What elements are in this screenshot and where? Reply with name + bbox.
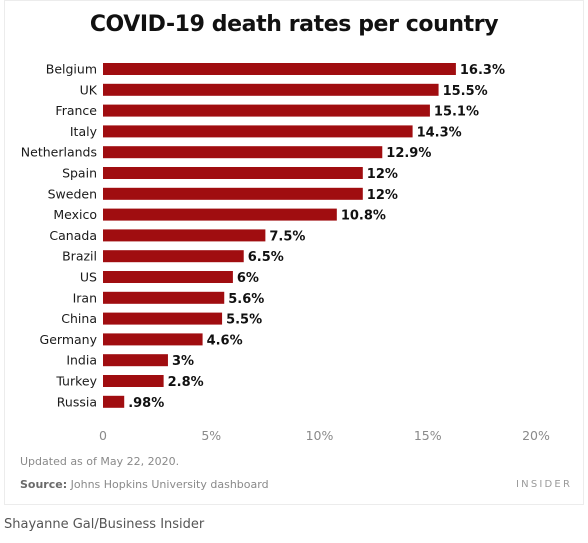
category-label: Italy: [70, 124, 98, 139]
value-label: 2.8%: [168, 375, 204, 390]
value-label: 12%: [367, 188, 398, 203]
bar: [103, 125, 413, 138]
category-label: UK: [80, 82, 98, 97]
x-tick-label: 5%: [201, 428, 221, 443]
value-label: 6%: [237, 271, 259, 286]
source-note: Source: Johns Hopkins University dashboa…: [20, 478, 269, 491]
source-label: Source:: [20, 478, 68, 491]
bar: [103, 146, 383, 159]
value-label: 12%: [367, 167, 398, 182]
source-text: Johns Hopkins University dashboard: [70, 478, 269, 491]
value-label: 5.5%: [226, 313, 262, 328]
bar: [103, 271, 233, 283]
value-label: 7.5%: [269, 229, 305, 244]
category-label: India: [66, 353, 97, 368]
bar: [103, 333, 203, 346]
value-label: 3%: [172, 354, 194, 369]
photo-credit: Shayanne Gal/Business Insider: [4, 517, 205, 532]
bar: [103, 104, 430, 117]
bar: [103, 395, 125, 408]
bar: [103, 187, 363, 200]
value-label: 15.5%: [443, 84, 488, 99]
category-label: Belgium: [46, 62, 97, 77]
bar: [103, 63, 456, 75]
category-label: Spain: [62, 166, 97, 181]
updated-note: Updated as of May 22, 2020.: [20, 455, 180, 468]
insider-logo: INSIDER: [516, 479, 573, 490]
category-label: US: [80, 270, 97, 285]
value-label: .98%: [128, 396, 164, 411]
value-label: 6.5%: [248, 250, 284, 265]
category-label: Iran: [73, 290, 97, 305]
category-label: Turkey: [55, 374, 97, 389]
category-label: China: [61, 311, 97, 326]
bar: [103, 167, 363, 179]
bar: [103, 83, 439, 96]
category-label: Russia: [57, 394, 97, 409]
value-label: 12.9%: [386, 146, 431, 161]
value-label: 5.6%: [228, 292, 264, 307]
value-label: 16.3%: [460, 63, 505, 78]
bar: [103, 354, 168, 367]
value-label: 14.3%: [417, 125, 462, 140]
value-label: 4.6%: [207, 333, 243, 348]
bar: [103, 375, 164, 387]
category-label: Germany: [40, 332, 98, 347]
category-label: Canada: [49, 228, 97, 243]
category-label: Brazil: [62, 249, 97, 264]
bar: [103, 229, 266, 242]
bar: [103, 291, 225, 304]
bar: [103, 208, 337, 221]
value-label: 10.8%: [341, 209, 386, 224]
x-tick-label: 0: [99, 428, 107, 443]
value-label: 15.1%: [434, 105, 479, 120]
x-tick-label: 10%: [306, 428, 334, 443]
bar: [103, 312, 223, 325]
category-label: Netherlands: [21, 145, 97, 160]
x-tick-label: 20%: [522, 428, 550, 443]
chart-title: COVID-19 death rates per country: [89, 12, 499, 37]
x-tick-label: 15%: [414, 428, 442, 443]
category-label: France: [55, 103, 97, 118]
category-label: Mexico: [53, 207, 97, 222]
bar: [103, 250, 244, 263]
category-label: Sweden: [48, 186, 97, 201]
bar-chart: Belgium 16.3% UK 15.5% France 15.1% Italy 14.3%…: [21, 62, 550, 444]
